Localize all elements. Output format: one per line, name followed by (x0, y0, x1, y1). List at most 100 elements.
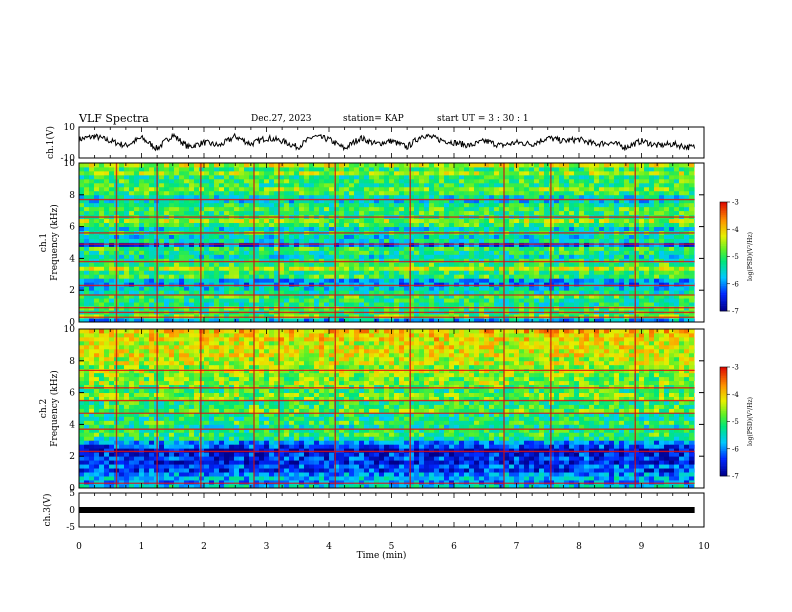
ch1-spectrogram-cell (99, 198, 105, 204)
ch1-spectrogram-cell (334, 278, 340, 283)
ch1-spectrogram-cell (594, 278, 600, 283)
ch1-spectrogram-cell (664, 182, 670, 188)
ch1-spectrogram-cell (449, 274, 455, 279)
ch1-spectrogram-cell (344, 250, 350, 255)
ch1-spectrogram-cell (439, 206, 445, 212)
ch1-spectrogram-cell (614, 246, 620, 251)
ch1-spectrogram-cell (599, 210, 605, 216)
ch1-spectrogram-cell (89, 262, 95, 267)
ch1-spectrogram-cell (684, 314, 690, 319)
ch1-spectrogram-cell (264, 254, 270, 259)
ch1-spectrogram-cell (234, 278, 240, 283)
ch1-spectrogram-cell (169, 166, 175, 172)
ch1-spectrogram-cell (279, 186, 285, 192)
ch1-spectrogram-cell (134, 294, 140, 299)
ch1-spectrogram-cell (549, 254, 555, 259)
ch1-spectrogram-cell (649, 178, 655, 184)
ch1-spectrogram-cell (664, 234, 670, 239)
ch1-spectrogram-cell (464, 254, 470, 259)
ch1-spectrogram-cell (399, 250, 405, 255)
ch1-spectrogram-cell (364, 274, 370, 279)
ch1-spectrogram-cell (419, 258, 425, 263)
ch1-spectrogram-cell (119, 290, 125, 295)
ch1-spectrogram-cell (179, 190, 185, 196)
ch1-spectrogram-cell (574, 218, 580, 224)
ch1-spectrogram-cell (349, 298, 355, 303)
ch1-spectrogram-cell (689, 250, 695, 255)
ch1-spectrogram-cell (274, 218, 280, 224)
ch1-spectrogram-cell (124, 238, 130, 243)
ch1-spectrogram-cell (519, 286, 525, 291)
ch1-spectrogram-cell (629, 270, 635, 275)
ch1-spectrogram-cell (509, 206, 515, 212)
ch1-spectrogram-cell (539, 246, 545, 251)
ch1-spectrogram-cell (149, 286, 155, 291)
ch1-spectrogram-cell (229, 234, 235, 239)
ch1-spectrogram-cell (609, 194, 615, 200)
ch1-spectrogram-cell (669, 282, 675, 287)
ch1-spectrogram-cell (199, 163, 205, 168)
ch1-spectrogram-cell (394, 190, 400, 196)
ch1-spectrogram-cell (429, 234, 435, 239)
ch1-spectrogram-cell (339, 282, 345, 287)
ch1-spectrogram-cell (584, 218, 590, 224)
ch1-spectrogram-cell (259, 190, 265, 196)
ch1-spectrogram-cell (474, 182, 480, 188)
ch1-spectrogram-cell (609, 178, 615, 184)
ch1-spectrogram-cell (359, 218, 365, 224)
ch1-spectrogram-cell (229, 198, 235, 204)
ch1-spectrogram-cell (339, 218, 345, 224)
ch1-spectrogram-cell (189, 274, 195, 279)
ch1-spectrogram-cell (179, 250, 185, 255)
ch1-spectrogram-cell (479, 198, 485, 204)
ch1-spectrogram-cell (579, 302, 585, 307)
ch1-spectrogram-cell (389, 262, 395, 267)
ch1-spectrogram-cell (184, 246, 190, 251)
ch1-spectrogram-cell (259, 226, 265, 231)
ch1-spectrogram-cell (389, 166, 395, 172)
ch1-spectrogram-cell (479, 194, 485, 200)
ch1-spectrogram-cell (424, 174, 430, 180)
ch1-spectrogram-cell (524, 282, 530, 287)
ch1-spectrogram-cell (464, 222, 470, 228)
ch1-spectrogram-cell (229, 166, 235, 172)
ch1-spectrogram-cell (284, 202, 290, 208)
ch1-spectrogram-cell (614, 250, 620, 255)
ch1-spectrogram-cell (554, 190, 560, 196)
ch1-spectrogram-cell (319, 262, 325, 267)
ch1-spectrogram-cell (679, 174, 685, 180)
ch1-spectrogram-cell (259, 278, 265, 283)
ch1-spectrogram-cell (99, 202, 105, 208)
ch1-spectrogram-cell (199, 314, 205, 319)
ch1-spectrogram-cell (399, 206, 405, 212)
ch1-spectrogram-cell (474, 314, 480, 319)
ch1-spectrogram-cell (504, 266, 510, 271)
ch1-spectrogram-cell (654, 190, 660, 196)
ch1-spectrogram-cell (464, 290, 470, 295)
ch1-spectrogram-cell (574, 266, 580, 271)
ch1-spectrogram-cell (169, 218, 175, 224)
ch1-spectrogram-cell (469, 290, 475, 295)
ch1-spectrogram-cell (339, 190, 345, 196)
ch1-spectrogram-cell (514, 226, 520, 231)
ch1-spectrogram-cell (569, 266, 575, 271)
ch1-spectrogram-cell (189, 174, 195, 180)
ch1-spectrogram-cell (519, 250, 525, 255)
ch1-spectrogram-cell (384, 278, 390, 283)
ch1-spectrogram-cell (534, 254, 540, 259)
ch1-spectrogram-cell (349, 186, 355, 192)
ch1-spectrogram-cell (344, 186, 350, 192)
ch1-spectrogram-cell (499, 186, 505, 192)
ch1-spectrogram-cell (104, 226, 110, 231)
ch1-spectrogram-cell (134, 174, 140, 180)
ch1-spectrogram-cell (614, 210, 620, 216)
ch1-spectrogram-cell (474, 178, 480, 184)
ch1-spectrogram-cell (499, 290, 505, 295)
ch1-spectrogram-cell (344, 202, 350, 208)
ch1-spectrogram-cell (94, 266, 100, 271)
ch1-spectrogram-cell (299, 278, 305, 283)
ch1-spectrogram-cell (274, 190, 280, 196)
ch1-spectrogram-cell (94, 163, 100, 168)
ch1-spectrogram-cell (364, 266, 370, 271)
ch1-spectrogram-cell (449, 198, 455, 204)
